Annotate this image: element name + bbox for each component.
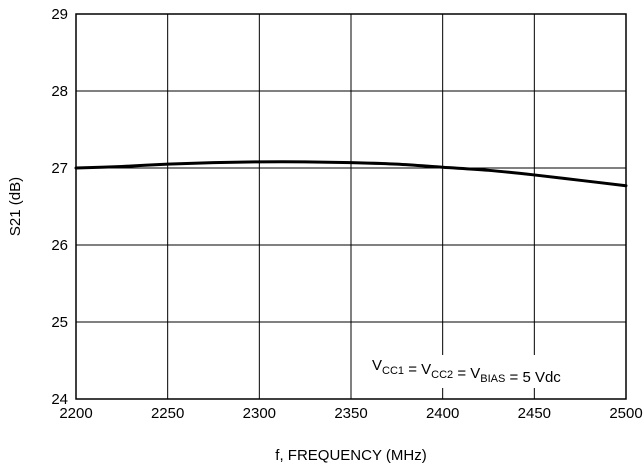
y-tick-label: 27 <box>51 160 68 177</box>
y-tick-label: 25 <box>51 314 68 331</box>
y-tick-label: 29 <box>51 6 68 23</box>
plot-frame <box>75 13 627 400</box>
y-tick-label: 24 <box>51 391 68 408</box>
x-tick-label: 2450 <box>518 405 551 422</box>
y-axis-label: S21 (dB) <box>7 177 24 236</box>
x-tick-label: 2500 <box>609 405 642 422</box>
grid <box>75 13 627 400</box>
annotation-background <box>368 355 566 388</box>
x-axis-label: f, FREQUENCY (MHz) <box>275 447 426 464</box>
x-tick-labels: 2200 2250 2300 2350 2400 2450 2500 <box>59 405 642 422</box>
x-tick-label: 2400 <box>426 405 459 422</box>
y-tick-label: 28 <box>51 83 68 100</box>
bias-annotation: VCC1 = VCC2 = VBIAS = 5 Vdc <box>372 357 561 386</box>
series-line-s21 <box>74 160 628 188</box>
x-tick-label: 2250 <box>151 405 184 422</box>
x-tick-label: 2200 <box>59 405 92 422</box>
y-tick-labels: 24 25 26 27 28 29 <box>51 6 68 408</box>
x-tick-label: 2350 <box>334 405 367 422</box>
y-tick-label: 26 <box>51 237 68 254</box>
x-tick-label: 2300 <box>243 405 276 422</box>
series-layer <box>74 160 628 188</box>
